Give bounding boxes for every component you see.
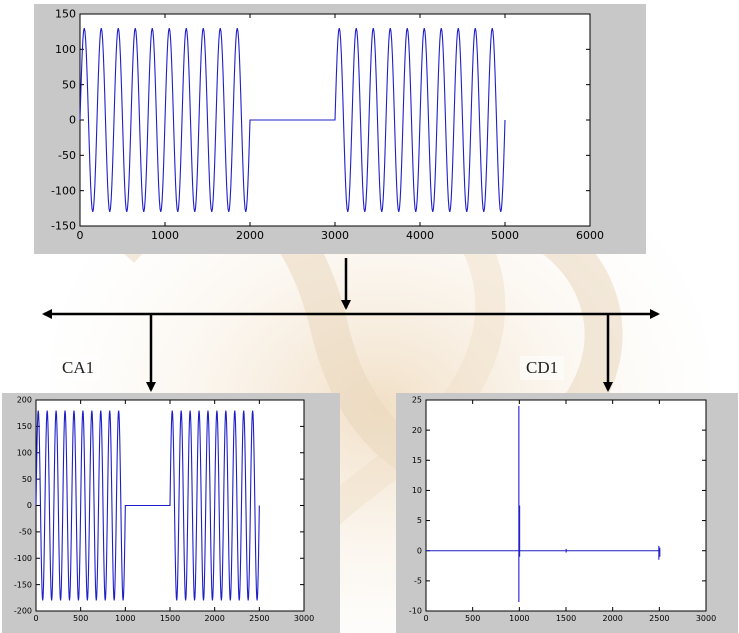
x-tick-label: 1000 — [115, 614, 135, 623]
y-tick-label: -10 — [409, 607, 422, 616]
signal-line — [35, 410, 260, 601]
x-tick-label: 0 — [77, 229, 84, 242]
y-tick-label: -50 — [19, 528, 32, 537]
ca1-chart-svg: 0 500 1000 1500 2000 2500 3000200150100500-50-… — [2, 393, 340, 633]
y-tick-label: 15 — [412, 456, 422, 465]
y-tick-label: 25 — [412, 396, 422, 405]
y-tick-label: 50 — [62, 78, 76, 91]
cd1-chart-svg: 0 500 1000 1500 2000 2500 3000 25 20 15 10 5 0 -5 -10 — [396, 393, 738, 633]
main-signal-plot: 0 1000 2000 3000 4000 5000 6000 150 100 50 0 -50 -10… — [34, 4, 646, 254]
axes-box — [425, 399, 707, 612]
x-tick-label: 3000 — [321, 229, 349, 242]
y-tick-label: 5 — [417, 516, 422, 525]
x-tick-label: 1000 — [151, 229, 179, 242]
ca1-label: CA1 — [56, 356, 101, 380]
x-tick-label: 0 — [33, 614, 38, 623]
x-tick-label: 1500 — [556, 614, 576, 623]
y-tick-label: 50 — [22, 475, 32, 484]
y-tick-label: -150 — [51, 220, 76, 233]
y-tick-label: -100 — [14, 554, 32, 563]
y-tick-label: 100 — [17, 448, 32, 457]
y-tick-label: 0 — [417, 546, 422, 555]
y-tick-label: 10 — [412, 486, 422, 495]
y-tick-label: -5 — [414, 577, 422, 586]
x-tick-label: 4000 — [406, 229, 434, 242]
main-chart-svg: 0 1000 2000 3000 4000 5000 6000 150 100 50 0 -50 -10… — [34, 4, 646, 254]
y-tick-label: 150 — [55, 8, 76, 21]
y-tick-label: -150 — [14, 580, 32, 589]
x-tick-label: 2000 — [236, 229, 264, 242]
ca1-plot: 0 500 1000 1500 2000 2500 3000 200 150 100 50 0 -50-… — [2, 393, 340, 633]
y-tick-label: 20 — [412, 426, 422, 435]
x-tick-label: 1500 — [160, 614, 180, 623]
cd1-plot: 0 500 1000 1500 2000 2500 3000 25 20 15 10 5 0 -5 -10 — [396, 393, 738, 633]
y-tick-label: 0 — [69, 114, 76, 127]
y-tick-label: 150 — [17, 422, 32, 431]
x-tick-label: 2500 — [649, 614, 669, 623]
y-tick-label: -200 — [14, 607, 32, 616]
x-tick-label: 2000 — [602, 614, 622, 623]
x-tick-label: 500 — [73, 614, 88, 623]
y-tick-label: 100 — [55, 43, 76, 56]
x-tick-label: 1000 — [509, 614, 529, 623]
y-tick-label: -50 — [58, 149, 76, 162]
signal-line — [79, 28, 506, 212]
x-tick-label: 2500 — [249, 614, 269, 623]
x-tick-label: 5000 — [491, 229, 519, 242]
x-tick-label: 0 — [423, 614, 428, 623]
x-tick-label: 500 — [465, 614, 480, 623]
x-tick-label: 3000 — [294, 614, 314, 623]
y-tick-label: 0 — [27, 501, 32, 510]
cd1-label: CD1 — [520, 356, 565, 380]
y-tick-label: -100 — [51, 184, 76, 197]
x-tick-label: 2000 — [204, 614, 224, 623]
y-tick-label: 200 — [17, 396, 32, 405]
x-tick-label: 3000 — [696, 614, 716, 623]
x-tick-label: 6000 — [576, 229, 604, 242]
